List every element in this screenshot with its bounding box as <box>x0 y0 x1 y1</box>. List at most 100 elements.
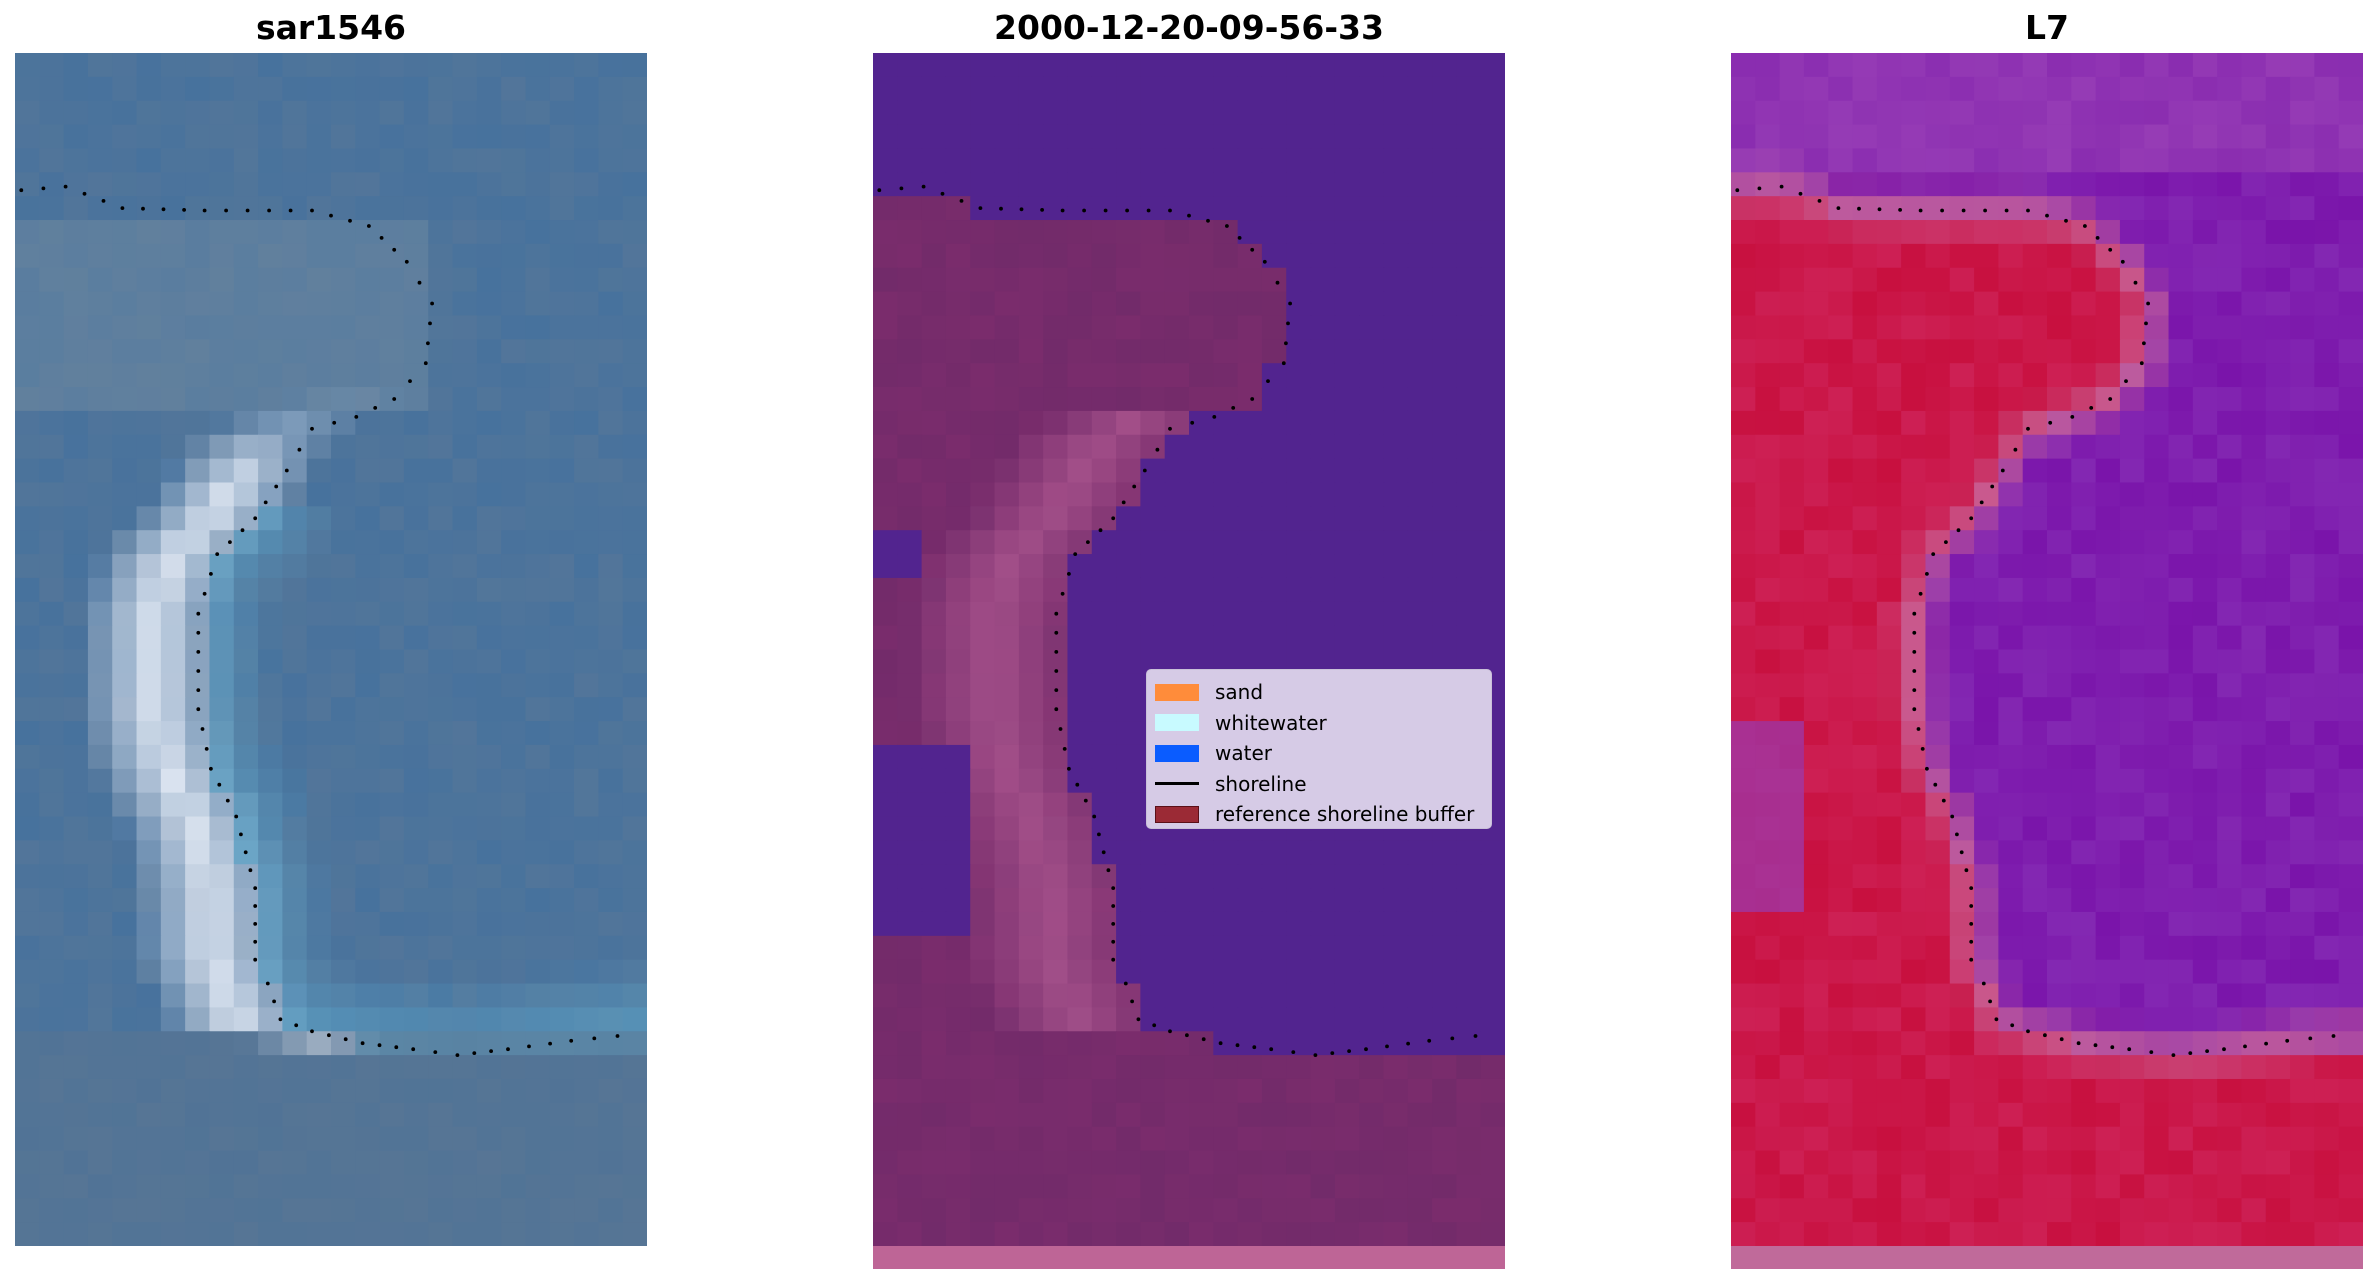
pixel <box>921 697 947 722</box>
pixel <box>258 792 283 818</box>
pixel <box>87 458 113 484</box>
pixel <box>2119 148 2145 173</box>
pixel <box>1237 53 1263 78</box>
shoreline-dot <box>1961 208 1966 213</box>
pixel <box>622 792 647 818</box>
pixel <box>1334 1174 1360 1199</box>
pixel <box>945 911 971 937</box>
pixel <box>428 673 454 698</box>
pixel <box>1731 673 1756 698</box>
pixel <box>2144 697 2170 722</box>
pixel <box>1140 577 1166 603</box>
pixel <box>2119 220 2145 245</box>
pixel <box>549 697 575 722</box>
pixel <box>39 1126 65 1152</box>
pixel <box>258 983 283 1008</box>
shoreline-dot <box>455 1053 460 1057</box>
pixel <box>2314 482 2340 507</box>
pixel <box>476 291 502 317</box>
pixel <box>2047 1174 2072 1199</box>
shoreline-dot <box>1275 280 1280 285</box>
pixel <box>331 76 356 102</box>
pixel <box>1925 1198 1951 1223</box>
pixel <box>1407 1078 1433 1104</box>
pixel <box>921 243 947 269</box>
pixel <box>2265 864 2291 889</box>
pixel <box>160 983 186 1008</box>
pixel <box>1779 482 1805 507</box>
pixel <box>209 911 235 937</box>
pixel <box>112 1055 138 1080</box>
pixel <box>1876 1222 1902 1247</box>
pixel <box>994 53 1020 78</box>
pixel <box>1334 76 1360 102</box>
pixel <box>897 220 923 245</box>
pixel <box>209 482 235 507</box>
pixel <box>897 1055 923 1080</box>
pixel <box>2338 1031 2363 1056</box>
pixel <box>1237 1126 1263 1152</box>
pixel <box>355 935 381 961</box>
pixel <box>1755 434 1781 460</box>
pixel <box>1998 1150 2024 1176</box>
pixel <box>452 721 478 746</box>
pixel <box>1901 1031 1927 1056</box>
pixel <box>1310 840 1336 865</box>
pixel <box>873 888 898 913</box>
pixel <box>2168 792 2194 818</box>
shoreline-dot <box>1111 886 1116 890</box>
pixel <box>63 721 89 746</box>
pixel <box>2290 935 2315 961</box>
pixel <box>403 673 429 698</box>
pixel <box>873 220 898 245</box>
pixel <box>112 53 138 78</box>
pixel <box>525 506 551 531</box>
pixel <box>1261 124 1287 150</box>
pixel <box>2192 458 2218 484</box>
pixel <box>1018 506 1044 531</box>
pixel <box>2338 506 2363 531</box>
pixel <box>1949 864 1975 889</box>
pixel <box>525 220 551 245</box>
pixel <box>525 697 551 722</box>
pixel <box>2290 1031 2315 1056</box>
pixel <box>622 243 647 269</box>
pixel <box>355 482 381 507</box>
pixel <box>1116 482 1141 507</box>
pixel <box>2022 339 2048 364</box>
pixel <box>1043 387 1069 412</box>
pixel <box>921 911 947 937</box>
pixel <box>1407 1007 1433 1032</box>
pixel <box>185 124 211 150</box>
pixel <box>2192 1150 2218 1176</box>
pixel <box>2265 577 2291 603</box>
pixel <box>1261 959 1287 985</box>
pixel <box>2071 1174 2097 1199</box>
shoreline-dot <box>1969 516 1974 521</box>
pixel <box>1261 339 1287 364</box>
pixel <box>15 697 40 722</box>
shoreline-dot <box>417 280 422 285</box>
pixel <box>1091 410 1117 436</box>
pixel <box>1261 267 1287 293</box>
pixel <box>2217 888 2243 913</box>
pixel <box>15 649 40 674</box>
pixel <box>2314 220 2340 245</box>
pixel <box>1901 673 1927 698</box>
pixel <box>1164 339 1190 364</box>
pixel <box>1383 554 1409 579</box>
pixel <box>1925 1174 1951 1199</box>
pixel <box>306 673 332 698</box>
pixel <box>2095 1007 2121 1032</box>
pixel <box>2095 554 2121 579</box>
pixel <box>1731 100 1756 126</box>
pixel <box>1803 315 1829 340</box>
pixel <box>1925 1031 1951 1056</box>
pixel <box>1456 1174 1482 1199</box>
pixel <box>525 148 551 173</box>
pixel <box>1189 1174 1214 1199</box>
shoreline-dot <box>2043 1033 2047 1038</box>
pixel <box>549 148 575 173</box>
pixel <box>622 1055 647 1080</box>
pixel <box>185 482 211 507</box>
